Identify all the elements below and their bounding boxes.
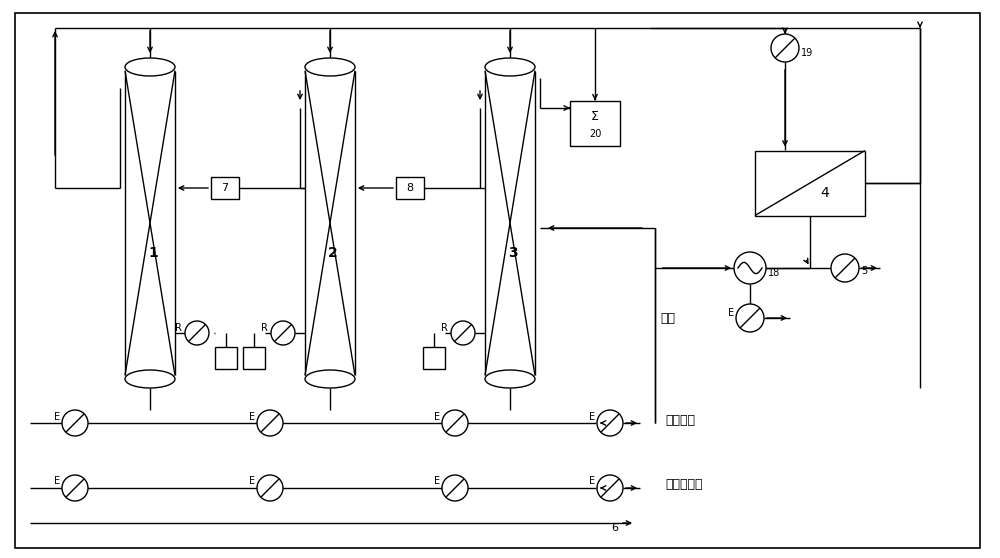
Text: E: E: [54, 477, 60, 487]
Text: 19: 19: [801, 48, 813, 58]
Circle shape: [271, 321, 295, 345]
Ellipse shape: [125, 370, 175, 388]
Circle shape: [257, 410, 283, 436]
Circle shape: [771, 34, 799, 62]
Text: E: E: [249, 477, 255, 487]
Circle shape: [442, 410, 468, 436]
Text: 3: 3: [508, 246, 518, 260]
Text: E: E: [434, 411, 440, 421]
Bar: [485, 71, 535, 376]
Bar: [755, 151, 865, 215]
Text: 7: 7: [221, 183, 229, 193]
Text: 5: 5: [861, 266, 867, 276]
Bar: [396, 177, 424, 199]
Bar: [570, 100, 620, 146]
Circle shape: [257, 475, 283, 501]
Bar: [243, 347, 265, 369]
Circle shape: [451, 321, 475, 345]
Text: E: E: [728, 308, 734, 318]
Circle shape: [736, 304, 764, 332]
Text: 6: 6: [612, 523, 618, 533]
Text: 20: 20: [589, 129, 601, 140]
Circle shape: [831, 254, 859, 282]
Text: R: R: [441, 323, 448, 333]
Circle shape: [62, 410, 88, 436]
Text: R: R: [261, 323, 268, 333]
Text: 1: 1: [148, 246, 158, 260]
Ellipse shape: [485, 370, 535, 388]
Bar: [305, 71, 355, 376]
Text: 8: 8: [406, 183, 414, 193]
Text: E: E: [589, 477, 595, 487]
Text: E: E: [434, 477, 440, 487]
Ellipse shape: [125, 58, 175, 76]
Text: 废水: 废水: [660, 311, 675, 325]
Circle shape: [185, 321, 209, 345]
Ellipse shape: [485, 58, 535, 76]
Text: 18: 18: [768, 268, 780, 278]
Text: R: R: [175, 323, 182, 333]
Text: 2: 2: [328, 246, 338, 260]
Ellipse shape: [305, 370, 355, 388]
Ellipse shape: [305, 58, 355, 76]
Text: E: E: [249, 411, 255, 421]
Bar: [125, 71, 175, 376]
Circle shape: [597, 475, 623, 501]
Text: E: E: [589, 411, 595, 421]
Text: E: E: [54, 411, 60, 421]
Text: 4: 4: [821, 186, 829, 200]
Bar: [423, 347, 445, 369]
Circle shape: [597, 410, 623, 436]
Text: 发酵液原料: 发酵液原料: [665, 479, 702, 492]
Circle shape: [442, 475, 468, 501]
Bar: [215, 347, 237, 369]
Bar: [211, 177, 239, 199]
Circle shape: [734, 252, 766, 284]
Text: 成品乙醇: 成品乙醇: [665, 413, 695, 426]
Text: Σ: Σ: [591, 110, 599, 123]
Circle shape: [62, 475, 88, 501]
